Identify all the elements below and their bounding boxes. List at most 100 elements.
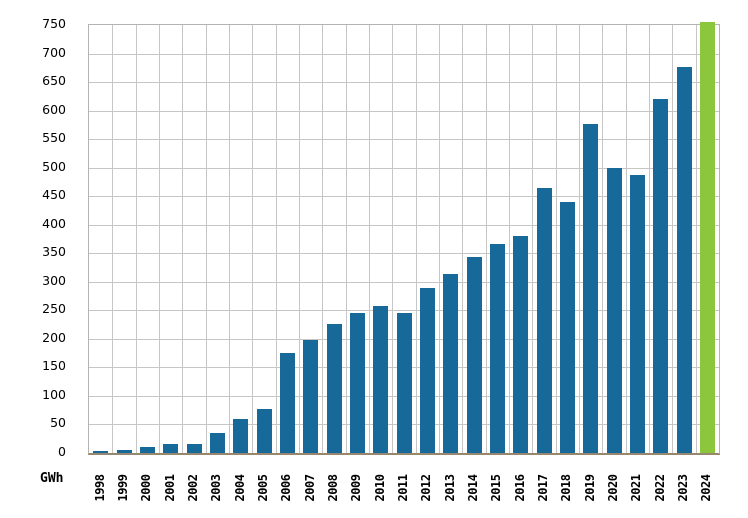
vertical-gridline <box>159 25 160 453</box>
x-tick-label-2012: 2012 <box>419 474 433 502</box>
vertical-gridline <box>579 25 580 453</box>
x-tick-label-2014: 2014 <box>466 474 480 502</box>
bar-2011 <box>397 313 412 453</box>
bar-2013 <box>443 274 458 453</box>
bar-2012 <box>420 288 435 453</box>
vertical-gridline <box>229 25 230 453</box>
x-tick-label-2016: 2016 <box>513 474 527 502</box>
horizontal-gridline <box>89 53 719 55</box>
x-tick-label-2019: 2019 <box>583 474 597 502</box>
y-tick-label: 450 <box>42 187 66 203</box>
bar-2018 <box>560 202 575 453</box>
horizontal-gridline <box>89 196 719 198</box>
x-tick-label-2020: 2020 <box>606 474 620 502</box>
x-tick-label-2003: 2003 <box>209 474 223 502</box>
y-tick-label: 500 <box>42 158 66 174</box>
horizontal-gridline <box>89 110 719 112</box>
x-tick-label-2008: 2008 <box>326 474 340 502</box>
vertical-gridline <box>112 25 113 453</box>
bar-2000 <box>140 447 155 453</box>
vertical-gridline <box>532 25 533 453</box>
y-tick-label: 700 <box>42 44 66 60</box>
x-tick-label-2018: 2018 <box>559 474 573 502</box>
plot-area <box>88 22 720 455</box>
bar-2014 <box>467 257 482 453</box>
vertical-gridline <box>392 25 393 453</box>
bar-2002 <box>187 444 202 453</box>
vertical-gridline <box>509 25 510 453</box>
x-tick-label-2011: 2011 <box>396 474 410 502</box>
y-tick-label: 200 <box>42 329 66 345</box>
y-tick-label: 300 <box>42 272 66 288</box>
bar-2022 <box>653 99 668 453</box>
bar-1999 <box>117 450 132 453</box>
vertical-gridline <box>556 25 557 453</box>
x-tick-label-2000: 2000 <box>139 474 153 502</box>
vertical-gridline <box>206 25 207 453</box>
x-tick-label-2015: 2015 <box>489 474 503 502</box>
y-tick-label: 600 <box>42 101 66 117</box>
horizontal-gridline <box>89 310 719 312</box>
bar-2008 <box>327 324 342 453</box>
vertical-gridline <box>252 25 253 453</box>
y-tick-label: 0 <box>58 444 66 459</box>
x-tick-label-2022: 2022 <box>653 474 667 502</box>
x-tick-label-2004: 2004 <box>233 474 247 502</box>
bar-2024 <box>700 22 715 453</box>
x-tick-label-2006: 2006 <box>279 474 293 502</box>
bar-2009 <box>350 313 365 453</box>
vertical-gridline <box>462 25 463 453</box>
vertical-gridline <box>416 25 417 453</box>
vertical-gridline <box>439 25 440 453</box>
bar-2005 <box>257 409 272 453</box>
y-tick-label: 650 <box>42 73 66 89</box>
y-tick-label: 250 <box>42 301 66 317</box>
vertical-gridline <box>299 25 300 453</box>
x-tick-label-2007: 2007 <box>303 474 317 502</box>
x-tick-label-2013: 2013 <box>443 474 457 502</box>
horizontal-gridline <box>89 253 719 255</box>
bar-1998 <box>93 451 108 453</box>
bar-2010 <box>373 306 388 453</box>
x-tick-label-1998: 1998 <box>93 474 107 502</box>
x-tick-label-2009: 2009 <box>349 474 363 502</box>
y-tick-label: 550 <box>42 130 66 146</box>
x-tick-label-2002: 2002 <box>186 474 200 502</box>
x-tick-label-2001: 2001 <box>163 474 177 502</box>
x-tick-label-2005: 2005 <box>256 474 270 502</box>
bar-2021 <box>630 175 645 453</box>
bar-2007 <box>303 340 318 453</box>
y-tick-label: 400 <box>42 215 66 231</box>
bar-2017 <box>537 188 552 453</box>
bar-2006 <box>280 353 295 453</box>
vertical-gridline <box>626 25 627 453</box>
unit-label: GWh <box>40 471 64 486</box>
bar-2023 <box>677 67 692 453</box>
vertical-gridline <box>649 25 650 453</box>
x-tick-label-1999: 1999 <box>116 474 130 502</box>
y-tick-label: 350 <box>42 244 66 260</box>
vertical-gridline <box>276 25 277 453</box>
y-tick-label: 100 <box>42 386 66 402</box>
vertical-gridline <box>602 25 603 453</box>
vertical-gridline <box>672 25 673 453</box>
vertical-gridline <box>696 25 697 453</box>
bar-2004 <box>233 419 248 453</box>
horizontal-gridline <box>89 281 719 283</box>
bar-2003 <box>210 433 225 453</box>
bar-2015 <box>490 244 505 453</box>
bar-2016 <box>513 236 528 453</box>
x-tick-label-2023: 2023 <box>676 474 690 502</box>
horizontal-gridline <box>89 82 719 84</box>
x-tick-label-2010: 2010 <box>373 474 387 502</box>
vertical-gridline <box>322 25 323 453</box>
y-tick-label: 50 <box>50 415 66 431</box>
vertical-gridline <box>136 25 137 453</box>
x-tick-label-2017: 2017 <box>536 474 550 502</box>
y-tick-label: 150 <box>42 358 66 374</box>
bar-2020 <box>607 168 622 453</box>
bar-2019 <box>583 124 598 453</box>
x-tick-label-2024: 2024 <box>699 474 713 502</box>
horizontal-gridline <box>89 167 719 169</box>
